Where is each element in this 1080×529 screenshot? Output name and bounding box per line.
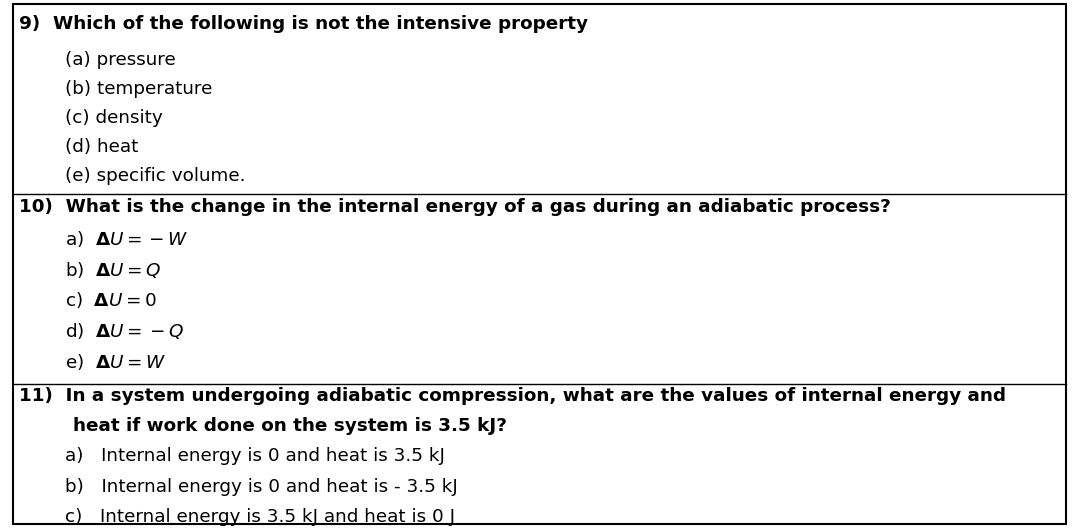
Text: (a) pressure: (a) pressure [65,51,176,69]
Text: (c) density: (c) density [65,109,163,127]
Text: b)  $\mathbf{\Delta} \mathit{U} = \mathit{Q}$: b) $\mathbf{\Delta} \mathit{U} = \mathit… [65,260,161,280]
Text: c)   Internal energy is 3.5 kJ and heat is 0 J: c) Internal energy is 3.5 kJ and heat is… [65,508,455,526]
Text: (b) temperature: (b) temperature [65,80,212,98]
Text: c)  $\mathbf{\Delta} \mathit{U} = 0$: c) $\mathbf{\Delta} \mathit{U} = 0$ [65,290,157,311]
Text: (e) specific volume.: (e) specific volume. [65,167,245,185]
Text: heat if work done on the system is 3.5 kJ?: heat if work done on the system is 3.5 k… [73,417,508,435]
Text: (d) heat: (d) heat [65,138,138,156]
Text: e)  $\mathbf{\Delta} \mathit{U} = \mathit{W}$: e) $\mathbf{\Delta} \mathit{U} = \mathit… [65,352,166,372]
Text: 11)  In a system undergoing adiabatic compression, what are the values of intern: 11) In a system undergoing adiabatic com… [19,387,1007,405]
Text: d)  $\mathbf{\Delta} \mathit{U} = -\mathit{Q}$: d) $\mathbf{\Delta} \mathit{U} = -\mathi… [65,321,184,341]
Text: 10)  What is the change in the internal energy of a gas during an adiabatic proc: 10) What is the change in the internal e… [19,198,891,216]
Text: a)   Internal energy is 0 and heat is 3.5 kJ: a) Internal energy is 0 and heat is 3.5 … [65,447,445,465]
Text: a)  $\mathbf{\Delta} \mathit{U} = -\mathit{W}$: a) $\mathbf{\Delta} \mathit{U} = -\mathi… [65,229,188,249]
Text: b)   Internal energy is 0 and heat is - 3.5 kJ: b) Internal energy is 0 and heat is - 3.… [65,478,458,496]
Text: 9)  Which of the following is not the intensive property: 9) Which of the following is not the int… [19,15,589,33]
